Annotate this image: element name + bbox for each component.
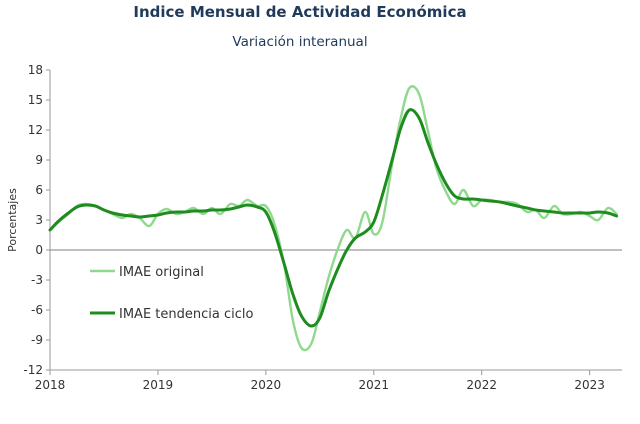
y-tick-label: 12 [28,123,43,137]
x-tick-label: 2018 [35,378,66,392]
x-tick-label: 2020 [251,378,282,392]
y-axis-label: Porcentajes [6,188,19,252]
x-tick-label: 2021 [359,378,390,392]
x-tick-label: 2022 [466,378,497,392]
y-tick-label: -6 [31,303,43,317]
legend-label-original: IMAE original [119,265,204,280]
y-tick-label: -9 [31,333,43,347]
series-lines [48,85,619,352]
y-tick-label: -12 [23,363,43,377]
series-line-imae-tendencia [48,108,619,328]
y-tick-label: 3 [35,213,43,227]
legend-label-trend: IMAE tendencia ciclo [119,307,253,322]
y-tick-label: -3 [31,273,43,287]
legend: IMAE original IMAE tendencia ciclo [90,265,253,322]
x-tick-label: 2019 [143,378,174,392]
y-tick-label: 9 [35,153,43,167]
chart-title: Indice Mensual de Actividad Económica [133,3,466,21]
x-tick-label: 2023 [574,378,605,392]
chart-subtitle: Variación interanual [232,34,367,50]
y-tick-label: 18 [28,63,43,77]
y-tick-label: 6 [35,183,43,197]
y-tick-label: 15 [28,93,43,107]
y-tick-label: 0 [35,243,43,257]
